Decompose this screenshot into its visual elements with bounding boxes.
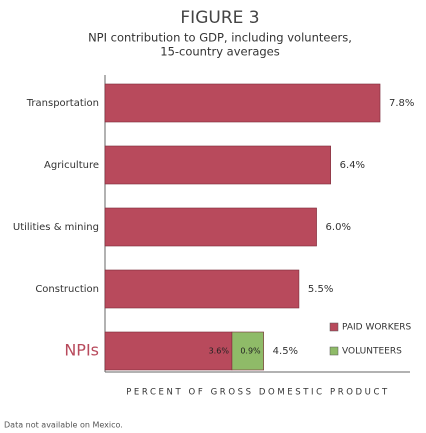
- total-label: 7.8%: [389, 98, 414, 109]
- y-tick-label: Construction: [35, 284, 99, 295]
- chart-title: FIGURE 3: [180, 8, 259, 28]
- y-tick-label: Utilities & mining: [13, 222, 99, 233]
- legend-label: PAID WORKERS: [342, 323, 412, 333]
- y-tick-label: Transportation: [26, 98, 99, 109]
- bar-segment: [231, 331, 264, 371]
- segment-label: 3.6%: [209, 347, 230, 356]
- footnote: Data not available on Mexico.: [4, 421, 123, 430]
- total-label: 6.4%: [340, 160, 365, 171]
- total-label: 5.5%: [308, 284, 333, 295]
- legend-swatch: [329, 322, 339, 332]
- bar-segment: [104, 269, 300, 309]
- bar-segment: [104, 83, 381, 123]
- bar-segment: [104, 145, 331, 185]
- chart-subtitle: NPI contribution to GDP, including volun…: [88, 31, 352, 45]
- chart-subtitle: 15-country averages: [160, 45, 280, 59]
- x-axis-label: PERCENT OF GROSS DOMESTIC PRODUCT: [126, 388, 390, 398]
- legend-label: VOLUNTEERS: [342, 347, 402, 357]
- y-tick-label: Agriculture: [44, 160, 99, 171]
- segment-label: 0.9%: [240, 347, 261, 356]
- total-label: 6.0%: [326, 222, 351, 233]
- y-tick-label: NPIs: [64, 341, 99, 360]
- bar-segment: [104, 207, 317, 247]
- bar-segment: [104, 331, 233, 371]
- legend-swatch: [329, 346, 339, 356]
- total-label: 4.5%: [273, 346, 298, 357]
